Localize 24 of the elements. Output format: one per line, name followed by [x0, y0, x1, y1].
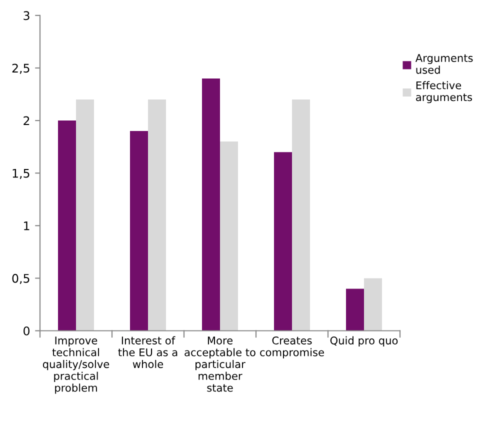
legend-label: Effective arguments	[416, 81, 472, 104]
bar	[220, 142, 238, 331]
bar	[76, 100, 94, 331]
y-tick-label: 2,5	[12, 64, 30, 74]
y-tick-label: 3	[24, 11, 30, 20]
y-tick-label: 0	[24, 326, 30, 336]
bar	[148, 100, 166, 331]
bar	[292, 100, 310, 331]
y-tick-label: 1,5	[12, 168, 30, 179]
bar	[130, 131, 148, 331]
legend-label: Arguments used	[415, 54, 473, 74]
bar	[274, 152, 292, 331]
x-tick-label: Creates compromise	[260, 336, 324, 358]
x-tick-label: More acceptable to particular member state	[184, 336, 256, 392]
bar	[202, 78, 220, 331]
y-tick-label: 1	[24, 222, 30, 230]
bar	[346, 288, 364, 331]
bar	[58, 120, 76, 331]
x-tick-label: Quid pro quo	[330, 336, 398, 347]
x-tick-label: Improve technical quality/solve practical problem	[42, 336, 110, 394]
y-tick-label: 2	[24, 116, 30, 126]
bar	[364, 278, 382, 331]
x-tick-label: Interest of the EU as a whole	[118, 336, 178, 368]
y-tick-label: 0,5	[12, 274, 30, 284]
